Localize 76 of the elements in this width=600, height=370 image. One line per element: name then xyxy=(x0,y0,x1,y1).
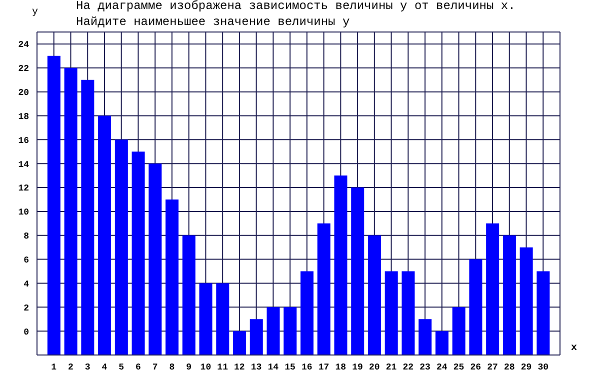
x-tick-label: 3 xyxy=(84,362,90,370)
y-tick-label: 22 xyxy=(18,64,29,74)
x-tick-label: 13 xyxy=(250,362,262,370)
y-tick-label: 18 xyxy=(18,112,29,122)
y-tick-label: 10 xyxy=(18,208,29,218)
bar xyxy=(199,283,212,355)
bar xyxy=(148,164,162,355)
bar xyxy=(114,140,128,355)
x-tick-label: 23 xyxy=(420,362,430,370)
bar xyxy=(47,56,60,355)
x-tick-label: 19 xyxy=(352,362,363,370)
bar xyxy=(266,307,280,355)
bar xyxy=(402,271,415,355)
y-tick-label: 24 xyxy=(18,40,30,50)
x-tick-label: 9 xyxy=(186,362,192,370)
bar xyxy=(520,247,533,355)
bar xyxy=(300,271,314,355)
x-tick-label: 18 xyxy=(335,362,346,370)
x-tick-label: 10 xyxy=(200,362,212,370)
x-tick-label: 21 xyxy=(386,362,398,370)
bar xyxy=(418,319,432,355)
x-tick-label: 5 xyxy=(118,362,124,370)
chart-title: На диаграмме изображена зависимость величины y от величины x. Найдите наименьшее значение величины y xyxy=(76,0,516,30)
bar xyxy=(250,319,263,355)
bar xyxy=(317,223,330,355)
bar xyxy=(233,331,246,355)
x-tick-label: 16 xyxy=(302,362,312,370)
x-tick-label: 17 xyxy=(318,362,330,370)
x-tick-label: 2 xyxy=(68,362,74,370)
y-tick-label: 0 xyxy=(24,327,29,338)
bar xyxy=(469,259,482,355)
bar xyxy=(435,331,448,355)
bar xyxy=(486,223,500,355)
x-axis-title: x xyxy=(571,343,578,354)
bar xyxy=(384,271,398,355)
bar xyxy=(182,235,196,355)
bar xyxy=(536,271,550,355)
bar xyxy=(166,199,179,355)
y-tick-label: 6 xyxy=(24,255,29,266)
y-tick-label: 12 xyxy=(18,184,29,194)
bar xyxy=(132,152,145,355)
x-tick-label: 26 xyxy=(470,362,482,370)
bar xyxy=(284,307,297,355)
x-tick-label: 22 xyxy=(402,362,414,370)
x-tick-label: 7 xyxy=(152,362,158,370)
bar xyxy=(81,80,94,355)
y-tick-label: 16 xyxy=(18,136,29,146)
x-tick-label: 4 xyxy=(102,362,108,370)
x-tick-label: 20 xyxy=(369,362,380,370)
x-tick-label: 1 xyxy=(51,362,58,370)
bar xyxy=(452,307,466,355)
bar xyxy=(64,68,78,355)
x-tick-label: 6 xyxy=(136,362,141,370)
y-tick-label: 8 xyxy=(24,232,29,242)
bar xyxy=(216,283,230,355)
x-tick-label: 30 xyxy=(538,362,549,370)
y-tick-label: 4 xyxy=(24,279,30,290)
y-tick-label: 20 xyxy=(18,88,29,98)
x-tick-label: 24 xyxy=(436,362,448,370)
bar xyxy=(334,176,348,355)
x-tick-label: 28 xyxy=(504,362,515,370)
y-tick-label: 2 xyxy=(24,303,29,314)
bar xyxy=(98,116,112,355)
bar xyxy=(368,235,381,355)
x-tick-label: 11 xyxy=(217,362,229,370)
x-tick-label: 25 xyxy=(453,362,464,370)
bar xyxy=(502,235,516,355)
x-tick-label: 27 xyxy=(487,362,498,370)
x-tick-label: 12 xyxy=(234,362,245,370)
x-tick-label: 8 xyxy=(169,362,175,370)
y-tick-label: 14 xyxy=(18,160,30,170)
x-tick-label: 29 xyxy=(520,362,532,370)
y-axis-title: y xyxy=(32,7,38,18)
x-tick-label: 15 xyxy=(284,362,296,370)
x-tick-label: 14 xyxy=(268,362,280,370)
bar xyxy=(351,188,364,355)
